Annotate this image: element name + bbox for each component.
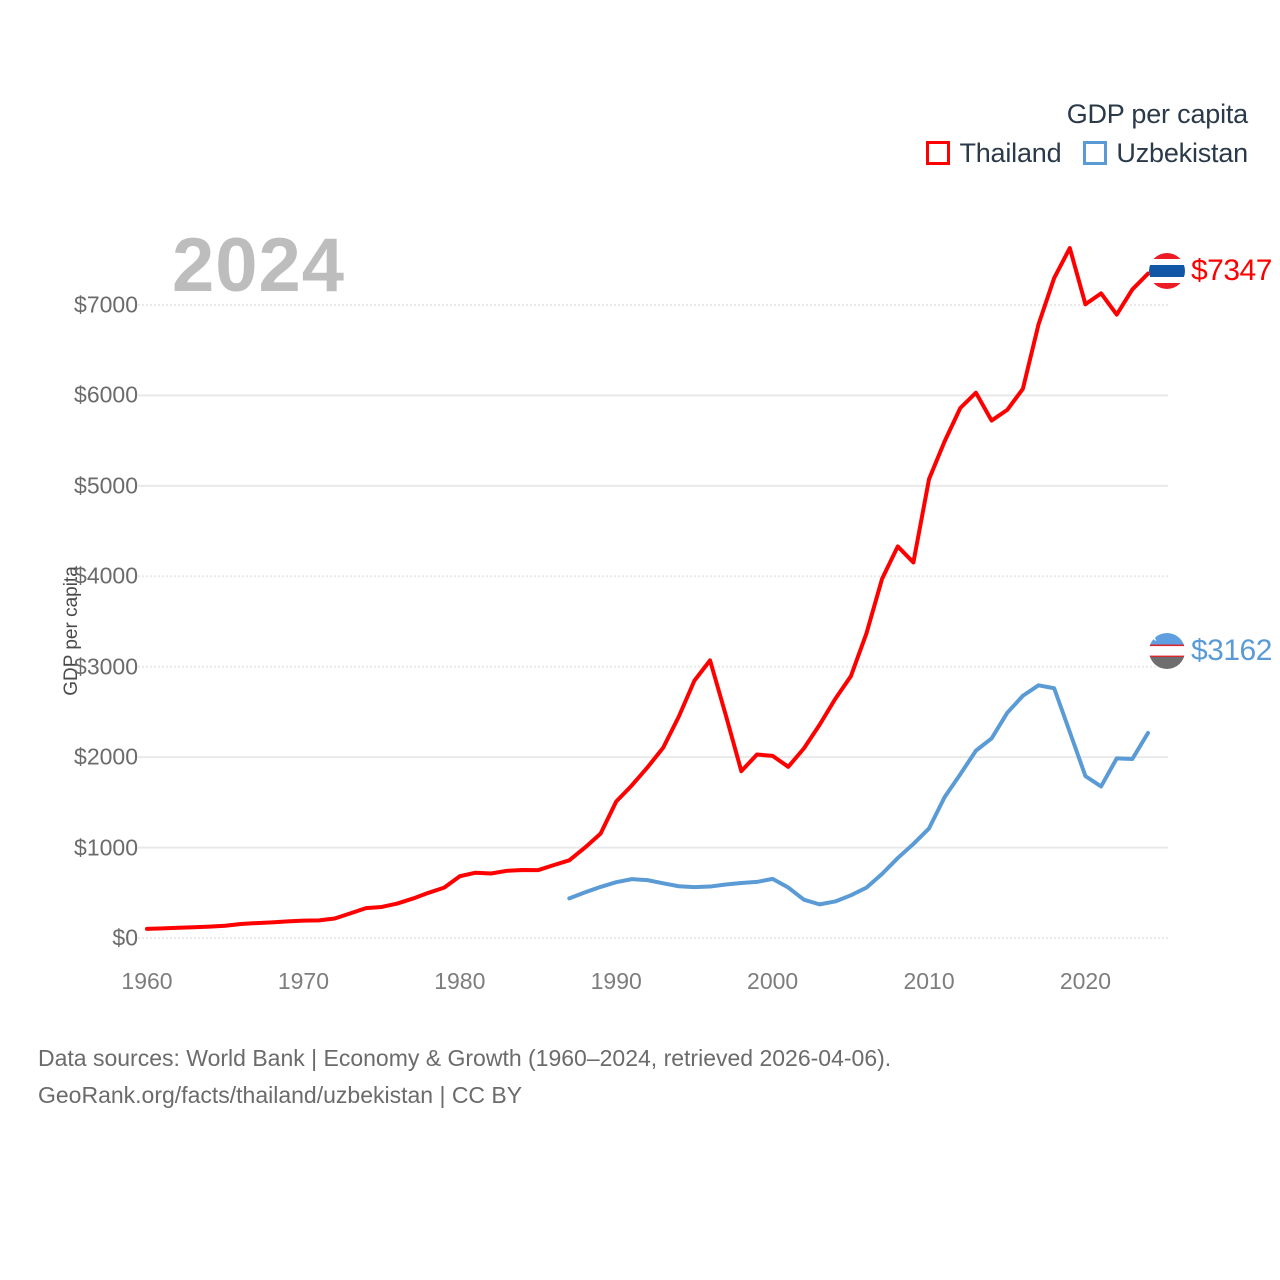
footer-data-sources: Data sources: World Bank | Economy & Gro…: [38, 1045, 892, 1071]
y-axis-tick-label: $1000: [74, 834, 138, 861]
legend-label-uzbekistan: Uzbekistan: [1116, 137, 1248, 168]
end-label-thailand-value: $7347: [1191, 254, 1272, 287]
y-axis-tick-label: $5000: [74, 472, 138, 499]
chart-legend: GDP per capita Thailand Uzbekistan: [926, 98, 1248, 169]
x-axis-tick-label: 1970: [277, 968, 329, 994]
legend-entry-uzbekistan[interactable]: Uzbekistan: [1083, 138, 1248, 169]
series-line-thailand: [145, 246, 1150, 931]
y-axis-tick-label: $7000: [74, 291, 138, 318]
x-axis-tick-label: 2020: [1059, 968, 1112, 994]
footer-attribution: GeoRank.org/facts/thailand/uzbekistan | …: [38, 1082, 523, 1109]
legend-label-thailand: Thailand: [959, 137, 1062, 168]
legend-swatch-uzbekistan-icon: [1083, 141, 1108, 166]
thailand-flag-icon: [1148, 252, 1186, 290]
end-label-uzbekistan: $3162: [1148, 632, 1272, 670]
y-axis-tick-label: $0: [112, 924, 138, 951]
uzbekistan-flag-icon: [1148, 632, 1186, 670]
series-line-uzbekistan: [567, 683, 1150, 907]
end-label-thailand: $7347: [1148, 252, 1272, 290]
x-axis-tick-label: 1990: [590, 968, 642, 994]
x-axis-tick-label: 2010: [903, 968, 955, 994]
x-axis-tick-label: 2000: [747, 968, 799, 994]
legend-title: GDP per capita: [1066, 99, 1248, 129]
x-axis-tick-label: 1980: [434, 968, 486, 994]
y-axis-tick-label: $4000: [74, 562, 138, 589]
end-label-uzbekistan-value: $3162: [1191, 634, 1272, 667]
legend-entry-thailand[interactable]: Thailand: [926, 137, 1062, 169]
y-axis-tick-label: $6000: [74, 381, 138, 408]
year-watermark: 2024: [172, 223, 346, 308]
legend-swatch-thailand-icon: [926, 141, 951, 166]
legend-entries: Thailand Uzbekistan: [926, 138, 1248, 169]
x-axis-tick-label: 1960: [121, 968, 173, 994]
y-axis-tick-label: $3000: [74, 653, 138, 680]
chart-footer: Data sources: World Bank | Economy & Gro…: [38, 1040, 891, 1115]
y-axis-ticks: $0 $1000 $2000 $3000 $4000 $5000 $6000 $7000: [0, 0, 138, 1280]
y-axis-tick-label: $2000: [74, 743, 138, 770]
